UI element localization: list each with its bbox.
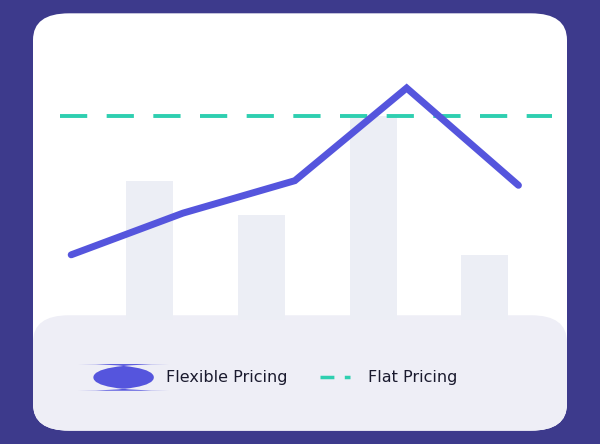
- FancyBboxPatch shape: [78, 364, 169, 391]
- Text: Flexible Pricing: Flexible Pricing: [166, 370, 288, 385]
- Text: Flat Pricing: Flat Pricing: [368, 370, 457, 385]
- Bar: [238, 215, 285, 320]
- Bar: [461, 255, 508, 320]
- Bar: [350, 116, 397, 320]
- Bar: [126, 181, 173, 320]
